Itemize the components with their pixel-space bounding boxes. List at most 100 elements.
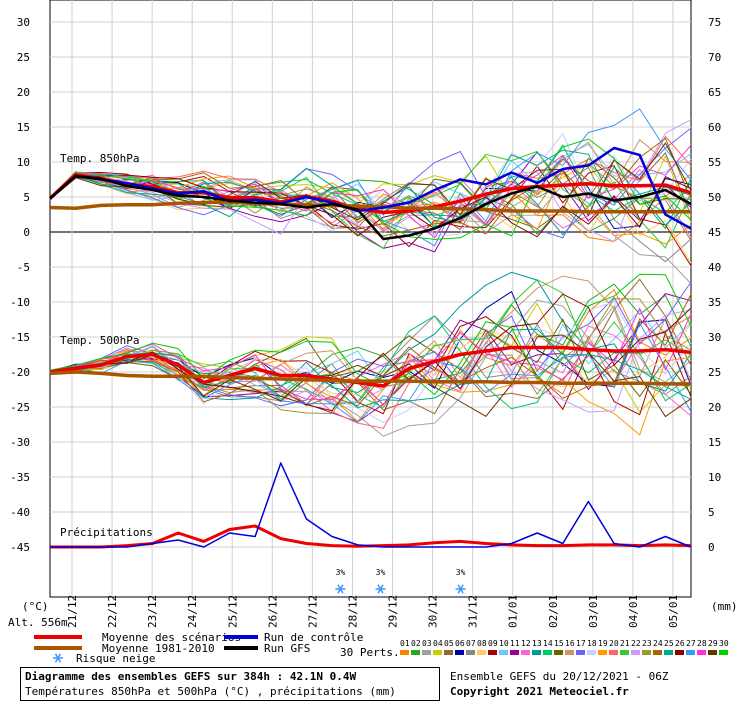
pert-number: 14: [543, 639, 553, 648]
x-tick-label: 24/12: [186, 595, 199, 628]
perturbation-line-850: [49, 137, 692, 237]
footer: Diagramme des ensembles GEFS sur 384h : …: [0, 664, 740, 701]
left-tick-label: 0: [23, 226, 30, 239]
left-tick-label: -5: [17, 261, 30, 274]
pert-number: 01: [400, 639, 410, 648]
pert-swatch: [565, 650, 574, 655]
right-tick-label: 40: [708, 261, 721, 274]
snowflake-icon: [53, 653, 63, 663]
pert-number: 22: [631, 639, 641, 648]
perturbation-line-850: [49, 174, 692, 238]
perturbation-legend: 01 02 03 04 05 06 07 08 09 10 11 12 13 14 15 16 17 18 19 20…: [400, 639, 729, 655]
pert-swatch: [653, 650, 662, 655]
pert-swatch: [543, 650, 552, 655]
pert-number: 06: [455, 639, 465, 648]
pert-number: 11: [510, 639, 520, 648]
pert-swatch: [499, 650, 508, 655]
pert-number: 16: [565, 639, 575, 648]
left-tick-label: 20: [17, 86, 30, 99]
pert-number: 21: [620, 639, 630, 648]
left-tick-label: 10: [17, 156, 30, 169]
pert-swatch: [510, 650, 519, 655]
perturbation-line-500: [49, 293, 692, 407]
perturbation-line-850: [49, 138, 692, 230]
perturbation-line-500: [49, 316, 692, 416]
perturbation-line-850: [49, 135, 692, 231]
legend-label-mean: Moyenne des scénarios: [102, 631, 241, 644]
snowflake-icon: [455, 584, 466, 594]
footer-box: Diagramme des ensembles GEFS sur 384h : …: [20, 667, 440, 701]
pert-swatch: [631, 650, 640, 655]
series-line: [49, 174, 692, 241]
left-tick-label: 15: [17, 121, 30, 134]
x-tick-label: 23/12: [146, 595, 159, 628]
plot-area: [49, 0, 692, 598]
pert-number: 29: [708, 639, 718, 648]
footer-title: Diagramme des ensembles GEFS sur 384h : …: [25, 670, 357, 683]
ensemble-chart: 302520151050-5-10-15-20-25-30-35-40-4575…: [8, 0, 738, 664]
pert-number: 04: [433, 639, 443, 648]
x-tick-label: 21/12: [66, 595, 79, 628]
pert-number: 26: [675, 639, 685, 648]
legend-label-control: Run de contrôle: [264, 631, 363, 644]
pert-number: 27: [686, 639, 696, 648]
pert-swatch: [444, 650, 453, 655]
left-tick-label: -10: [10, 296, 30, 309]
axes: 302520151050-5-10-15-20-25-30-35-40-4575…: [10, 16, 721, 628]
pert-swatch: [675, 650, 684, 655]
pert-swatch: [598, 650, 607, 655]
legend-label-gfs: Run GFS: [264, 642, 310, 655]
x-tick-label: 22/12: [106, 595, 119, 628]
footer-run: Ensemble GEFS du 20/12/2021 - 06Z: [450, 670, 669, 683]
x-tick-label: 03/01: [587, 595, 600, 628]
snowflake-icon: [335, 584, 346, 594]
x-tick-label: 29/12: [387, 595, 400, 628]
left-tick-label: -15: [10, 331, 30, 344]
x-tick-label: 30/12: [427, 595, 440, 628]
perturbation-line-500: [49, 322, 692, 423]
perturbation-line-500: [49, 315, 692, 429]
x-tick-label: 27/12: [306, 595, 319, 628]
snowflake-icon: [375, 584, 386, 594]
pert-number: 09: [488, 639, 498, 648]
right-tick-label: 35: [708, 296, 721, 309]
left-tick-label: 5: [23, 191, 30, 204]
left-unit-label: (°C): [22, 600, 49, 613]
perturbation-line-500: [49, 309, 692, 413]
left-tick-label: -20: [10, 366, 30, 379]
pert-number: 24: [653, 639, 663, 648]
perturbation-line-850: [49, 149, 692, 223]
perts-label: 30 Perts.: [340, 646, 400, 659]
pert-swatch: [609, 650, 618, 655]
right-tick-label: 25: [708, 366, 721, 379]
x-tick-label: 05/01: [667, 595, 680, 628]
pert-swatch: [587, 650, 596, 655]
pert-number: 20: [609, 639, 619, 648]
footer-copyright: Copyright 2021 Meteociel.fr: [450, 685, 629, 698]
pert-number: 17: [576, 639, 586, 648]
pert-number: 30: [719, 639, 729, 648]
pert-number: 07: [466, 639, 476, 648]
label-t500: Temp. 500hPa: [60, 334, 139, 347]
right-tick-label: 45: [708, 226, 721, 239]
left-tick-label: 25: [17, 51, 30, 64]
pert-swatch: [521, 650, 530, 655]
x-tick-label: 01/01: [507, 595, 520, 628]
right-tick-label: 10: [708, 471, 721, 484]
label-precip: Précipitations: [60, 526, 153, 539]
altitude-label: Alt. 556m: [8, 616, 68, 629]
left-tick-label: -35: [10, 471, 30, 484]
right-tick-label: 70: [708, 51, 721, 64]
pert-number: 19: [598, 639, 608, 648]
pert-number: 18: [587, 639, 597, 648]
pert-swatch: [455, 650, 464, 655]
pert-number: 03: [422, 639, 432, 648]
perturbation-line-850: [49, 127, 692, 239]
pert-swatch: [576, 650, 585, 655]
series-line: [49, 146, 692, 230]
perturbation-line-500: [49, 354, 692, 436]
right-tick-label: 55: [708, 156, 721, 169]
series-line: [50, 462, 692, 548]
main-series: [48, 146, 692, 549]
pert-swatch: [620, 650, 629, 655]
